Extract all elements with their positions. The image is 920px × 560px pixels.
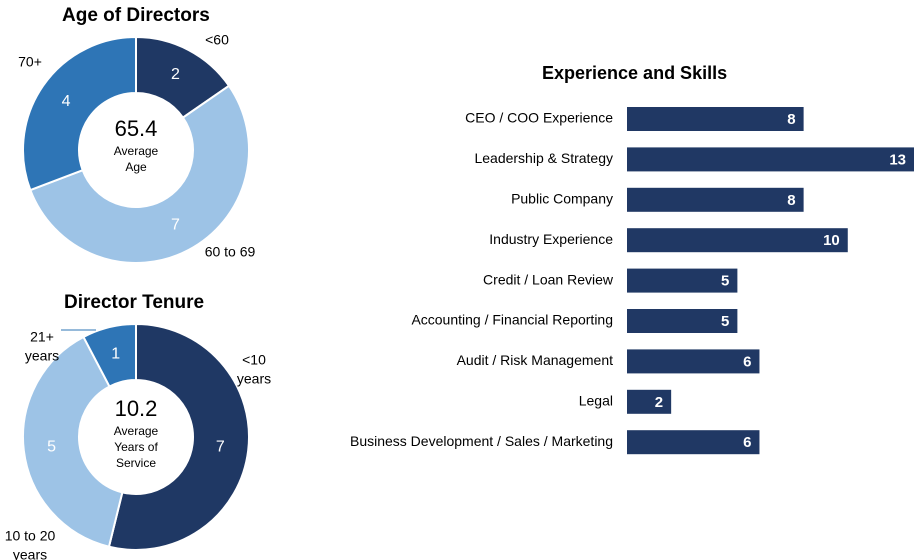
age-slice-label-0: <60: [205, 32, 229, 48]
age-slice-2: [22, 35, 137, 192]
bar-1: [627, 147, 914, 172]
bar-5: [627, 309, 738, 333]
tenure-slice-value-2: 1: [111, 346, 120, 363]
bar-6: [627, 349, 760, 374]
bar-category-label-1: Leadership & Strategy: [474, 150, 613, 166]
tenure-center-label-1: Years of: [114, 440, 158, 454]
bar-category-label-6: Audit / Risk Management: [457, 352, 614, 368]
tenure-chart-title: Director Tenure: [64, 292, 205, 313]
tenure-donut-chart: 7 <10 years 5 10 to 20 years 1 21+ years 10.2 Aver…: [5, 322, 271, 560]
age-slice-value-1: 7: [171, 216, 180, 233]
tenure-slice-2: [82, 322, 137, 388]
age-slice-value-0: 2: [171, 66, 180, 83]
bar-value-label-7: 2: [655, 394, 663, 411]
tenure-slice-value-1: 5: [47, 438, 56, 455]
bar-2: [627, 187, 804, 212]
bar-3: [627, 228, 848, 253]
bar-category-label-0: CEO / COO Experience: [465, 110, 613, 126]
bar-0: [627, 107, 804, 131]
bar-8: [627, 430, 760, 455]
bar-value-label-4: 5: [721, 273, 729, 290]
age-slice-label-2: 70+: [18, 54, 42, 70]
bar-category-label-2: Public Company: [511, 191, 613, 207]
bar-4: [627, 268, 738, 293]
age-donut-chart: 2 <60 7 60 to 69 4 70+ 65.4 Average Age: [18, 32, 256, 264]
tenure-slice-value-0: 7: [216, 438, 225, 455]
tenure-slice-1: [22, 335, 124, 548]
tenure-center-label-0: Average: [114, 424, 159, 438]
tenure-slice-0: [107, 322, 250, 551]
bar-category-label-7: Legal: [579, 393, 613, 409]
skills-bar-chart: CEO / COO Experience 8 Leadership & Strate…: [350, 107, 914, 455]
tenure-center-label-2: Service: [116, 456, 156, 470]
bar-value-label-0: 8: [787, 111, 795, 128]
age-chart-title: Age of Directors: [62, 5, 210, 26]
age-slice-value-2: 4: [62, 93, 71, 110]
bar-category-label-8: Business Development / Sales / Marketing: [350, 433, 613, 449]
bar-value-label-8: 6: [743, 434, 751, 451]
bar-category-label-4: Credit / Loan Review: [483, 271, 614, 287]
tenure-slice-label-0-line-1: years: [237, 371, 271, 387]
tenure-slice-label-1-line-1: years: [13, 547, 47, 560]
age-center-label-0: Average: [114, 144, 159, 158]
tenure-slice-label-0-line-0: <10: [242, 352, 266, 368]
tenure-slice-label-2-line-1: years: [25, 348, 59, 364]
bar-value-label-5: 5: [721, 313, 729, 330]
bar-7: [627, 389, 672, 414]
tenure-slice-label-1-line-0: 10 to 20: [5, 528, 56, 544]
bar-value-label-2: 8: [787, 192, 795, 209]
age-center-label-1: Age: [125, 160, 147, 174]
age-slice-label-1: 60 to 69: [205, 244, 256, 260]
skills-chart-title: Experience and Skills: [542, 63, 728, 83]
bar-value-label-1: 13: [889, 151, 906, 168]
tenure-slice-label-2-line-0: 21+: [30, 329, 54, 345]
bar-category-label-3: Industry Experience: [489, 231, 613, 247]
age-slice-1: [29, 84, 250, 264]
bar-category-label-5: Accounting / Financial Reporting: [411, 312, 613, 328]
bar-value-label-6: 6: [743, 353, 751, 370]
bar-value-label-3: 10: [823, 232, 840, 249]
age-center-value: 65.4: [115, 116, 158, 141]
tenure-center-value: 10.2: [115, 396, 158, 421]
